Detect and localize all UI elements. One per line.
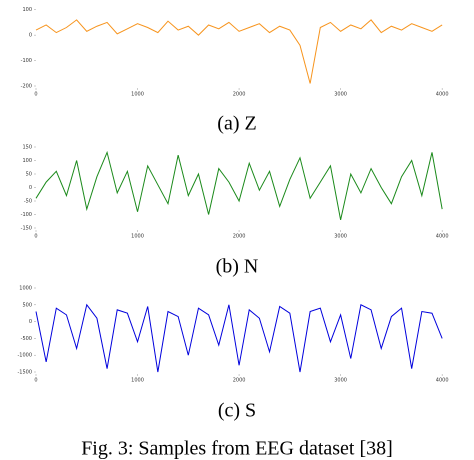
figure-caption: Fig. 3: Samples from EEG dataset [38] [81,438,393,460]
x-tick-label: 1000 [131,234,144,240]
panel-caption: (c) S [218,400,256,422]
x-tick-label: 2000 [233,378,246,384]
x-tick-label: 4000 [436,234,449,240]
y-tick-label: 0 [29,185,32,191]
y-tick-label: -1000 [17,353,32,359]
x-tick-label: 4000 [436,92,449,98]
x-tick-label: 3000 [334,234,347,240]
y-tick-label: -100 [21,58,32,64]
y-tick-label: 150 [22,145,32,151]
signal-line [35,19,443,84]
y-tick-label: -200 [21,84,32,90]
y-tick-label: 100 [22,7,32,13]
y-tick-label: 1000 [19,286,32,292]
x-tick-label: 3000 [334,378,347,384]
x-tick-label: 3000 [334,92,347,98]
x-tick-label: 0 [34,92,37,98]
y-tick-label: 100 [22,158,32,164]
y-tick-label: 0 [29,319,32,325]
y-tick-label: 50 [26,172,32,178]
x-tick-label: 1000 [131,378,144,384]
x-tick-label: 2000 [233,234,246,240]
x-tick-label: 4000 [436,378,449,384]
x-tick-label: 2000 [233,92,246,98]
signal-line [35,303,443,373]
signal-line [35,150,443,221]
y-tick-label: -150 [21,226,32,232]
panel-caption: (a) Z [217,113,256,135]
y-tick-label: -1500 [17,370,32,376]
y-tick-label: -100 [21,212,32,218]
panel-caption: (b) N [216,256,259,278]
y-tick-label: -500 [21,336,32,342]
y-tick-label: 0 [29,33,32,39]
x-tick-label: 1000 [131,92,144,98]
x-tick-label: 0 [34,234,37,240]
x-tick-label: 0 [34,378,37,384]
y-tick-label: -50 [24,199,32,205]
y-tick-label: 500 [22,302,32,308]
